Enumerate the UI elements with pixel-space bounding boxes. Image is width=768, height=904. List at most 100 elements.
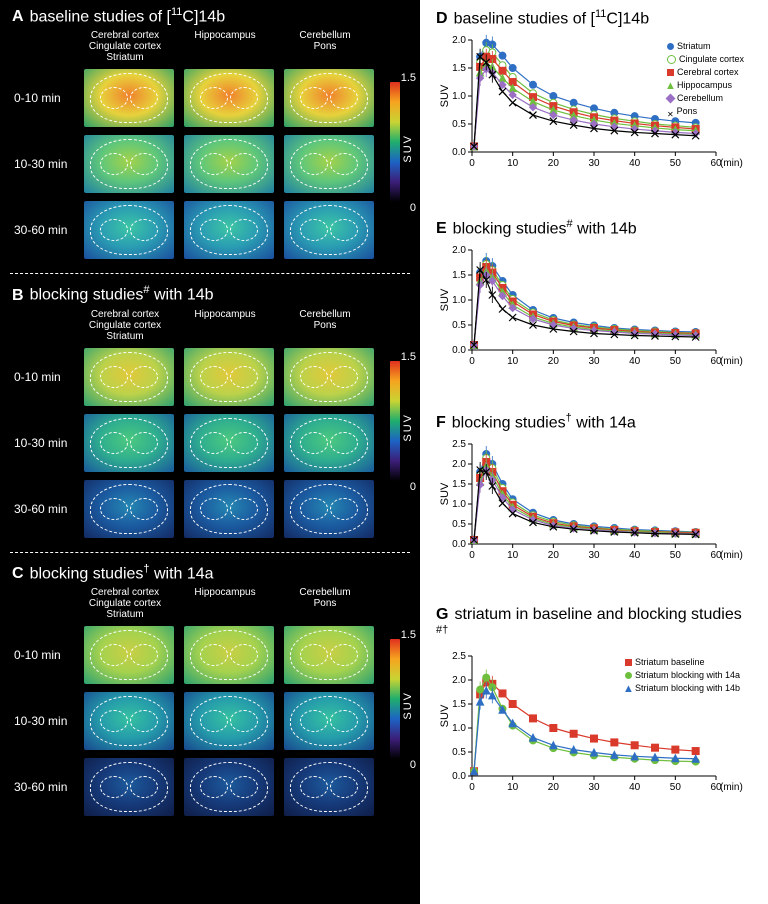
legend-swatch xyxy=(667,55,676,64)
brain-slice xyxy=(184,135,274,193)
image-row: 0-10 min xyxy=(10,346,410,408)
svg-text:1.5: 1.5 xyxy=(452,270,466,281)
panel-separator xyxy=(10,552,410,553)
svg-text:1.5: 1.5 xyxy=(452,479,466,490)
svg-text:2.0: 2.0 xyxy=(452,35,466,46)
legend-label: Striatum blocking with 14a xyxy=(635,669,740,682)
legend-item: Striatum xyxy=(667,40,744,53)
row-label: 10-30 min xyxy=(10,157,84,171)
left-image-column: Abaseline studies of [11C]14bCerebral co… xyxy=(0,0,420,904)
svg-text:30: 30 xyxy=(588,550,600,561)
svg-text:SUV: SUV xyxy=(439,288,451,311)
legend-label: Striatum blocking with 14b xyxy=(635,682,740,695)
image-row: 10-30 min xyxy=(10,133,410,195)
legend-item: Cerebral cortex xyxy=(667,66,744,79)
colorbar-label: SUV xyxy=(402,134,414,163)
svg-text:0.5: 0.5 xyxy=(452,519,466,530)
panel-C-grid: Cerebral cortexCingulate cortexStriatumH… xyxy=(0,585,420,826)
legend-swatch: ✕ xyxy=(667,108,674,115)
panel-F-chart: 0.00.51.01.52.02.50102030405060SUV(min) xyxy=(436,436,746,566)
panel-A-title: Abaseline studies of [11C]14b xyxy=(0,0,420,28)
legend-label: Cingulate cortex xyxy=(679,53,744,66)
svg-text:0.0: 0.0 xyxy=(452,539,466,550)
svg-text:0: 0 xyxy=(469,356,475,367)
column-label: Hippocampus xyxy=(180,30,270,63)
brain-slice xyxy=(84,480,174,538)
svg-text:1.5: 1.5 xyxy=(452,63,466,74)
colorbar-min: 0 xyxy=(410,202,416,214)
legend-item: ✕Pons xyxy=(667,105,744,118)
image-row: 0-10 min xyxy=(10,67,410,129)
legend-item: Cerebellum xyxy=(667,92,744,105)
brain-slice xyxy=(184,758,274,816)
column-label: CerebellumPons xyxy=(280,30,370,63)
row-label: 10-30 min xyxy=(10,714,84,728)
svg-text:0: 0 xyxy=(469,782,475,793)
legend-label: Striatum xyxy=(677,40,711,53)
colorbar-label: SUV xyxy=(402,691,414,720)
svg-text:10: 10 xyxy=(507,782,519,793)
svg-text:SUV: SUV xyxy=(439,482,451,505)
panel-A-grid: Cerebral cortexCingulate cortexStriatum H… xyxy=(0,28,420,269)
svg-text:(min): (min) xyxy=(720,550,743,561)
svg-text:(min): (min) xyxy=(720,356,743,367)
colorbar-min: 0 xyxy=(410,481,416,493)
svg-text:10: 10 xyxy=(507,550,519,561)
legend-label: Striatum baseline xyxy=(635,656,705,669)
legend-swatch xyxy=(667,82,674,89)
svg-text:0: 0 xyxy=(469,550,475,561)
brain-slice xyxy=(184,414,274,472)
svg-text:2.0: 2.0 xyxy=(452,675,466,686)
colorbar xyxy=(390,639,400,759)
svg-text:SUV: SUV xyxy=(439,84,451,107)
svg-text:20: 20 xyxy=(548,550,560,561)
brain-slice xyxy=(284,480,374,538)
svg-text:10: 10 xyxy=(507,158,519,169)
brain-slice xyxy=(184,201,274,259)
row-label: 0-10 min xyxy=(10,370,84,384)
svg-text:10: 10 xyxy=(507,356,519,367)
svg-text:40: 40 xyxy=(629,356,641,367)
row-label: 30-60 min xyxy=(10,223,84,237)
panel-B-title: Bblocking studies# with 14b xyxy=(0,278,420,306)
column-label: Cerebral cortexCingulate cortexStriatum xyxy=(80,30,170,63)
row-label: 0-10 min xyxy=(10,91,84,105)
svg-text:0.5: 0.5 xyxy=(452,320,466,331)
colorbar-max: 1.5 xyxy=(401,72,416,84)
svg-text:1.0: 1.0 xyxy=(452,295,466,306)
panel-F: Fblocking studies† with 14a0.00.51.01.52… xyxy=(420,404,768,598)
brain-slice xyxy=(284,348,374,406)
legend-swatch xyxy=(666,94,676,104)
panel-G-legend: Striatum baselineStriatum blocking with … xyxy=(625,656,740,695)
column-labels: Cerebral cortexCingulate cortexStriatum H… xyxy=(80,30,410,63)
panel-D-title: Dbaseline studies of [11C]14b xyxy=(436,8,758,28)
column-label: CerebellumPons xyxy=(280,309,370,342)
svg-text:1.5: 1.5 xyxy=(452,699,466,710)
legend-swatch xyxy=(667,43,674,50)
column-label: Hippocampus xyxy=(180,587,270,620)
panel-B-grid: Cerebral cortexCingulate cortexStriatum H… xyxy=(0,307,420,548)
legend-swatch xyxy=(625,685,632,692)
column-labels: Cerebral cortexCingulate cortexStriatum H… xyxy=(80,309,410,342)
right-chart-column: Dbaseline studies of [11C]14b 0.0 0.5 1.0 1.… xyxy=(420,0,768,904)
image-row: 10-30 min xyxy=(10,690,410,752)
brain-slice xyxy=(84,69,174,127)
legend-label: Cerebellum xyxy=(677,92,723,105)
brain-slice xyxy=(84,626,174,684)
svg-text:40: 40 xyxy=(629,782,641,793)
svg-text:2.0: 2.0 xyxy=(452,459,466,470)
svg-text:2.5: 2.5 xyxy=(452,439,466,450)
svg-text:30: 30 xyxy=(588,782,600,793)
panel-E-title: Eblocking studies# with 14b xyxy=(436,218,758,238)
brain-slice xyxy=(284,414,374,472)
brain-slice xyxy=(184,692,274,750)
svg-text:2.0: 2.0 xyxy=(452,245,466,256)
brain-slice xyxy=(184,69,274,127)
svg-text:(min): (min) xyxy=(720,158,743,169)
column-label: Cerebral cortexCingulate cortexStriatum xyxy=(80,309,170,342)
legend-item: Cingulate cortex xyxy=(667,53,744,66)
image-row: 10-30 min xyxy=(10,412,410,474)
colorbar-max: 1.5 xyxy=(401,629,416,641)
column-label: Hippocampus xyxy=(180,309,270,342)
panel-D-legend: StriatumCingulate cortexCerebral cortexH… xyxy=(667,40,744,118)
